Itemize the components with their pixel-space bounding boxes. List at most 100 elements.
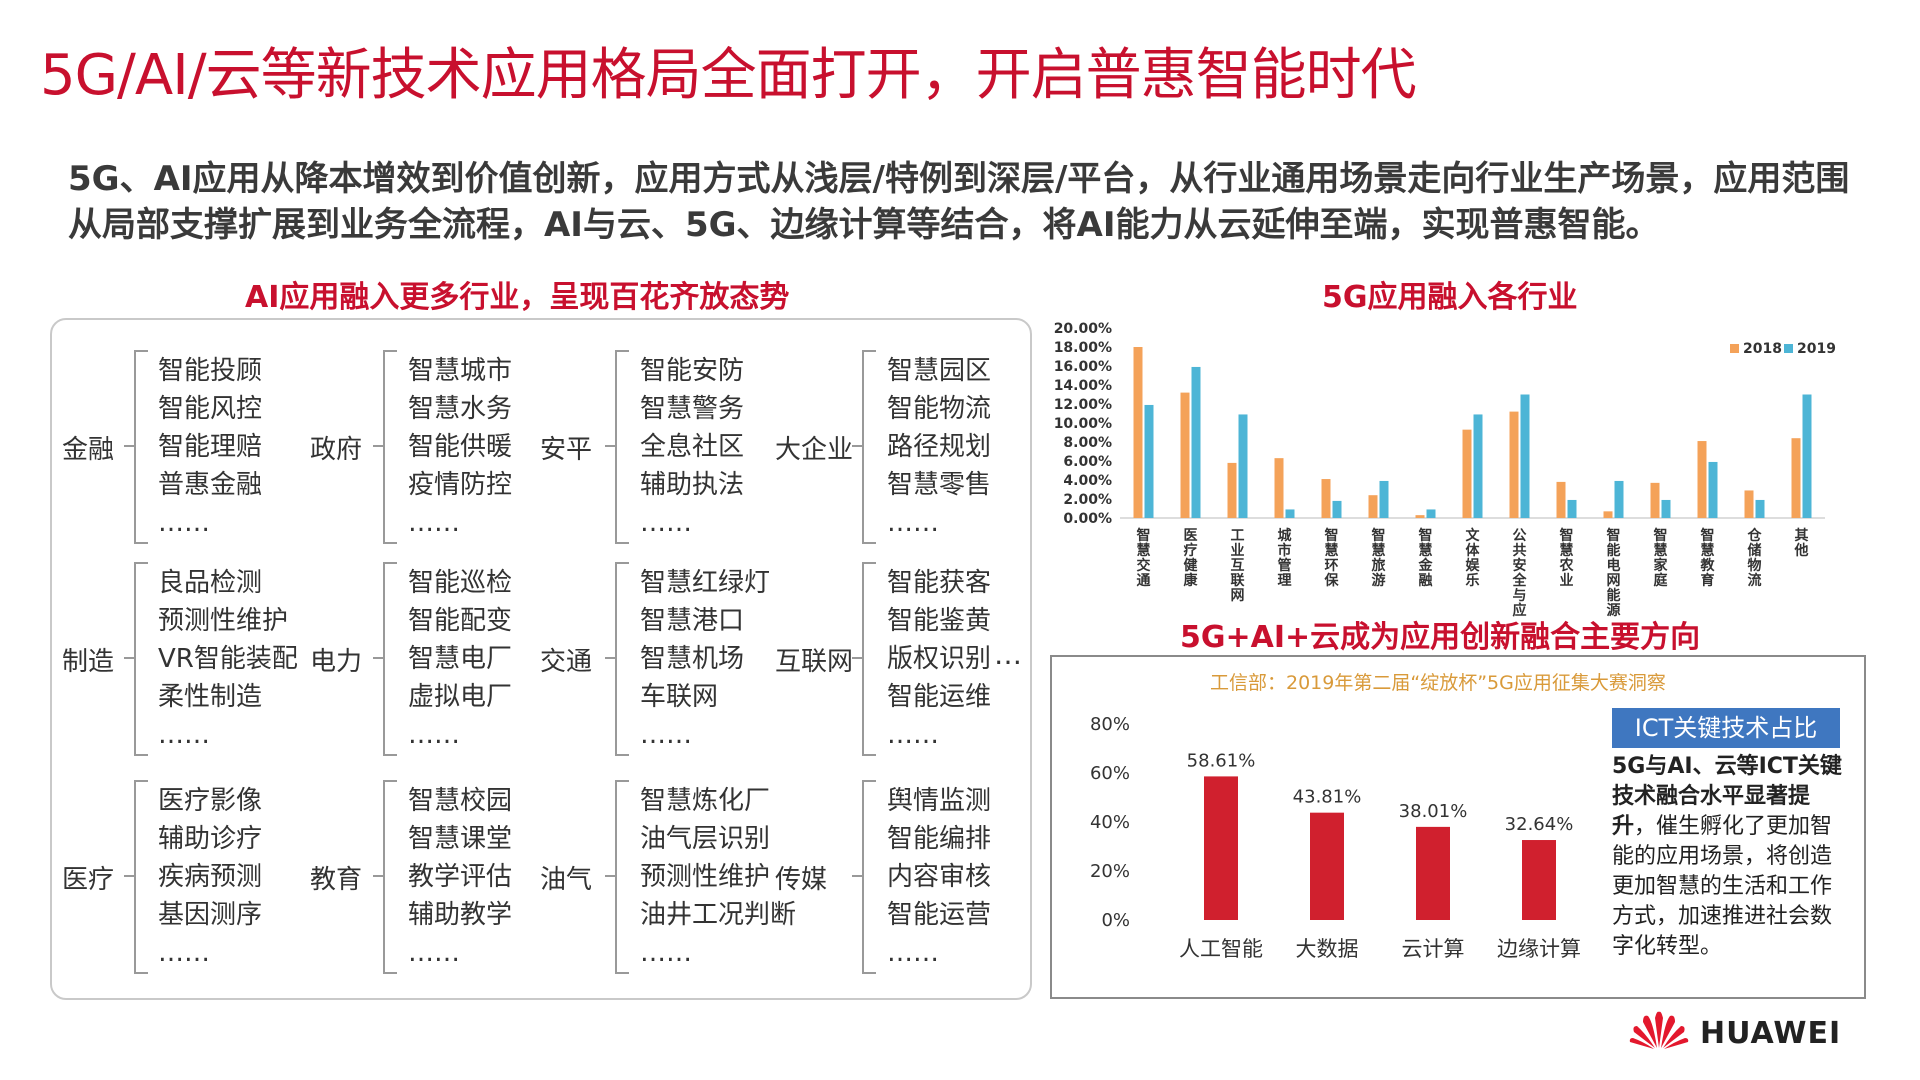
x-tick-label-char: 旅	[1372, 557, 1386, 574]
y-tick-label: 16.00%	[1054, 359, 1112, 375]
industry-label: 传媒	[775, 865, 828, 895]
x-tick-label-char: 智	[1559, 527, 1574, 544]
industry-app-item: 智慧港口	[640, 606, 745, 636]
y-tick-label: 10.00%	[1054, 416, 1112, 432]
brace-tick	[852, 875, 862, 877]
legend-swatch-2018	[1730, 344, 1739, 353]
bar	[1522, 840, 1556, 920]
industry-app-item: 智慧机场	[640, 644, 745, 674]
y-tick-label: 2.00%	[1063, 492, 1112, 508]
industry-app-item: 虚拟电厂	[408, 682, 513, 712]
legend-swatch-2019	[1784, 344, 1793, 353]
x-tick-label-char: 慧	[1372, 542, 1386, 559]
industry-app-item: 智能编排	[887, 824, 992, 854]
industry-app-item: 智慧炼化厂	[640, 786, 771, 816]
industry-app-list: 智能投顾 智能风控 智能理赔 普惠金融 ……	[158, 352, 262, 542]
x-tick-label-char: 能	[1607, 542, 1621, 559]
industry-app-item: 智能配变	[408, 606, 513, 636]
group-brace	[383, 350, 397, 544]
x-tick-label-char: 农	[1559, 557, 1575, 574]
bar	[1416, 826, 1450, 920]
x-tick-label-char: 文	[1466, 527, 1481, 544]
page-title: 5G/AI/云等新技术应用格局全面打开，开启普惠智能时代	[40, 43, 1417, 108]
industry-app-item: 智慧红绿灯	[640, 568, 771, 598]
industry-app-item: 智能鉴黄	[887, 606, 992, 636]
x-tick-label-char: 应	[1513, 602, 1527, 618]
industry-app-item: 智慧校园	[408, 786, 513, 816]
group-brace	[134, 562, 148, 756]
industry-app-list: 智慧城市 智慧水务 智能供暖 疫情防控 ……	[408, 352, 512, 542]
bar	[1310, 812, 1344, 920]
brace-tick	[852, 657, 862, 659]
x-tick-label-char: 网	[1231, 588, 1245, 604]
bar-2018	[1603, 511, 1613, 518]
x-tick-label-char: 共	[1513, 542, 1527, 559]
industry-label: 政府	[310, 435, 363, 465]
industry-label: 制造	[62, 647, 115, 677]
ict-tag: ICT关键技术占比	[1612, 708, 1840, 748]
bar-2018	[1509, 411, 1519, 518]
data-label: 58.61%	[1187, 750, 1256, 771]
group-brace	[615, 350, 629, 544]
group-brace	[383, 780, 397, 974]
industry-app-item: 基因测序	[158, 900, 263, 930]
bar-2019	[1520, 394, 1530, 518]
group-brace	[134, 350, 148, 544]
industry-label: 电力	[310, 647, 363, 677]
bar-2019	[1755, 499, 1765, 518]
industry-app-item: 辅助诊疗	[158, 824, 263, 854]
chart1-title: 5G应用融入各行业	[1322, 280, 1578, 315]
industry-label: 大企业	[775, 435, 854, 465]
industry-app-item: ……	[887, 720, 939, 750]
x-tick-label-char: 安	[1513, 557, 1527, 574]
industry-app-item: ……	[640, 938, 692, 968]
x-tick-label-char: 管	[1278, 557, 1292, 574]
brace-tick	[124, 657, 134, 659]
y-tick-label: 14.00%	[1054, 378, 1112, 394]
industry-app-item: 智能运维	[887, 682, 992, 712]
industry-app-list: 智能获客 智能鉴黄 版权识别 智能运维 ……	[887, 564, 991, 754]
x-tick-label-char: 环	[1325, 558, 1339, 574]
industry-app-item: 智慧电厂	[408, 644, 513, 674]
x-tick-label-char: 慧	[1137, 542, 1151, 559]
industry-app-list: 智慧校园 智慧课堂 教学评估 辅助教学 ……	[408, 782, 512, 972]
brace-tick	[605, 875, 615, 877]
bar-2018	[1180, 392, 1190, 518]
x-tick-label-char: 慧	[1560, 542, 1574, 559]
data-label: 32.64%	[1505, 814, 1574, 835]
legend-label-2019: 2019	[1797, 341, 1836, 357]
x-tick-label-char: 家	[1654, 557, 1669, 574]
x-tick-label: 云计算	[1402, 937, 1465, 961]
y-tick-label: 6.00%	[1063, 454, 1112, 470]
bar-2018	[1415, 515, 1425, 518]
x-tick-label-char: 智	[1700, 527, 1715, 544]
brand-name: HUAWEI	[1700, 1016, 1842, 1051]
x-tick-label-char: 理	[1278, 573, 1292, 589]
industry-app-item: ……	[408, 508, 460, 538]
industry-app-item: ……	[887, 508, 939, 538]
y-tick-label: 8.00%	[1063, 435, 1112, 451]
industry-label: 金融	[62, 435, 115, 465]
group-brace	[615, 780, 629, 974]
industry-app-item: ……	[408, 720, 460, 750]
brace-tick	[605, 445, 615, 447]
industry-app-item: ……	[158, 508, 210, 538]
x-tick-label-char: 储	[1747, 542, 1762, 559]
x-tick-label-char: 他	[1794, 542, 1809, 559]
group-brace	[862, 562, 876, 756]
bar-2018	[1274, 458, 1284, 518]
y-tick-label: 18.00%	[1054, 340, 1112, 356]
industry-app-item: 辅助执法	[640, 470, 745, 500]
industry-app-list: 智慧炼化厂 油气层识别 预测性维护 油井工况判断 ……	[640, 782, 796, 972]
industry-app-item: 全息社区	[640, 432, 745, 462]
industry-label: 医疗	[62, 865, 115, 895]
y-tick-label: 20.00%	[1054, 321, 1112, 337]
ai-industry-panel	[50, 318, 1032, 1000]
group-brace	[862, 780, 876, 974]
x-tick-label-char: 游	[1372, 572, 1386, 589]
industry-app-item: 预测性维护	[158, 606, 289, 636]
group-brace	[615, 562, 629, 756]
industry-app-item: VR智能装配	[158, 644, 298, 674]
bar-2019	[1144, 404, 1154, 518]
bar-2019	[1426, 509, 1436, 518]
